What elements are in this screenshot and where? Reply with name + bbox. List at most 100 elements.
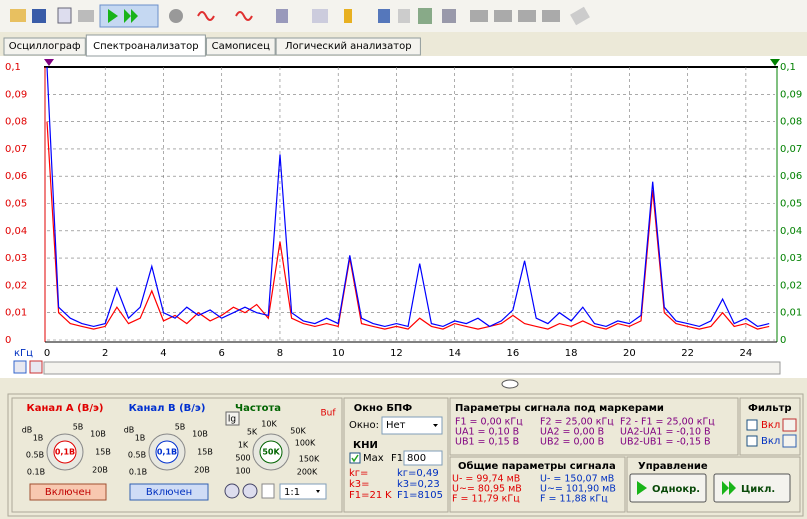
dial-face <box>53 440 77 464</box>
play-icon[interactable] <box>108 9 118 23</box>
channel-b-button[interactable] <box>129 483 209 501</box>
zoom-combo[interactable] <box>279 483 327 500</box>
stop-icon[interactable] <box>169 9 183 23</box>
marker-f1[interactable] <box>44 59 54 66</box>
y-tick-label: 0,06 <box>5 171 27 182</box>
channel-a-button[interactable] <box>29 483 107 501</box>
marker-param: UB1 = 0,15 В <box>455 437 519 448</box>
open-icon[interactable] <box>10 9 26 22</box>
cycle-button[interactable] <box>713 473 791 503</box>
marker-param: UA2-UA1 = -0,10 В <box>620 427 711 438</box>
dial-label: 0.1В <box>27 468 45 477</box>
bus-icon[interactable] <box>470 10 488 22</box>
filter-title: Фильтр <box>748 403 792 414</box>
thd-k: K <box>385 490 392 501</box>
lg-label: lg <box>228 415 236 425</box>
dial-label: 1В <box>135 434 146 443</box>
filter-b-checkbox[interactable] <box>746 435 758 447</box>
window-label: Окно: <box>349 420 379 431</box>
tab-label: Логический анализатор <box>285 41 412 52</box>
save-icon[interactable] <box>32 9 46 23</box>
dial-label: 10K <box>261 420 277 429</box>
dial-label: 10В <box>90 430 106 439</box>
dial-label: 1K <box>238 441 249 450</box>
general-param: U~= 101,90 мВ <box>540 484 616 495</box>
control-frame <box>626 456 801 513</box>
zoom-out[interactable] <box>242 483 258 499</box>
window-combo[interactable] <box>381 416 443 435</box>
y-tick-label: 0,09 <box>5 89 27 100</box>
filter-b-label: Вкл <box>761 436 780 447</box>
marker-icon[interactable] <box>344 9 352 23</box>
channel-a-title: Канал A (В/э) <box>27 403 104 414</box>
f1-value: 800 <box>407 453 426 464</box>
zoom-button[interactable] <box>13 360 27 374</box>
signal-icon[interactable] <box>197 11 215 21</box>
tab[interactable] <box>85 34 206 57</box>
y2-tick-label: 0,02 <box>780 280 802 291</box>
i2c-icon[interactable] <box>518 10 536 22</box>
calc-icon[interactable] <box>418 8 432 24</box>
copy-icon[interactable] <box>398 9 410 23</box>
fft-frame <box>343 397 449 513</box>
filter-b-settings[interactable] <box>782 434 797 448</box>
dial-face <box>259 440 283 464</box>
cycle-icon <box>722 481 736 495</box>
window-value: Нет <box>386 420 406 431</box>
dial-label: 500 <box>235 454 250 463</box>
thd-value: kг= <box>349 468 368 479</box>
marker-f2[interactable] <box>770 59 780 66</box>
zoom-button[interactable] <box>29 360 43 374</box>
zoom-page[interactable] <box>261 483 275 499</box>
x-tick-label: 2 <box>102 348 108 359</box>
y-tick-label: 0,08 <box>5 117 27 128</box>
x-tick-label: 4 <box>160 348 166 359</box>
y-tick-label: 0,07 <box>5 144 27 155</box>
chart-area <box>0 56 807 378</box>
filter-a-checkbox[interactable] <box>746 419 758 431</box>
table-icon[interactable] <box>276 9 288 23</box>
marker-param: UB2-UB1 = -0,15 В <box>620 437 711 448</box>
once-label: Однокр. <box>652 484 700 495</box>
settings-icon[interactable] <box>442 9 456 23</box>
math-icon[interactable] <box>312 9 328 23</box>
signal-icon[interactable] <box>235 11 253 21</box>
y2-tick-label: 0,08 <box>780 117 802 128</box>
series-line <box>46 66 770 328</box>
undo-icon[interactable] <box>378 9 390 23</box>
zoom-in[interactable] <box>224 483 240 499</box>
preview-icon[interactable] <box>57 7 72 24</box>
once-button[interactable] <box>629 473 707 503</box>
uart-icon[interactable] <box>542 10 560 22</box>
y2-tick-label: 0,1 <box>780 62 796 73</box>
tab[interactable] <box>275 37 421 56</box>
marker-param: F2 = 25,00 кГц <box>540 417 614 428</box>
general-frame <box>449 456 626 513</box>
general-title: Общие параметры сигнала <box>458 460 616 472</box>
probe-icon[interactable] <box>570 6 590 26</box>
general-param: U~= 80,95 мВ <box>452 484 522 495</box>
print-icon[interactable] <box>78 10 94 22</box>
x-tick-label: 12 <box>390 348 403 359</box>
x-axis-label: кГц <box>14 348 33 359</box>
y-tick-label: 0,04 <box>5 226 27 237</box>
filter-a-settings[interactable] <box>782 418 797 432</box>
dial-label: 100 <box>235 467 250 476</box>
lg-button[interactable] <box>225 411 240 426</box>
y2-tick-label: 0,04 <box>780 226 802 237</box>
markers-frame <box>449 397 739 456</box>
tab[interactable] <box>3 37 86 56</box>
cycle-label: Цикл. <box>741 484 775 495</box>
x-tick-label: 6 <box>219 348 225 359</box>
y2-tick-label: 0,05 <box>780 199 802 210</box>
f1-label: F1 <box>391 453 403 464</box>
max-checkbox[interactable] <box>349 452 361 464</box>
tab[interactable] <box>205 37 276 56</box>
f1-input[interactable] <box>403 450 443 466</box>
scrollbar[interactable] <box>43 361 781 375</box>
splitter-button[interactable] <box>501 379 519 389</box>
x-tick-label: 16 <box>507 348 520 359</box>
spi-icon[interactable] <box>494 10 512 22</box>
marker-param: UB2 = 0,00 В <box>540 437 604 448</box>
cycle-icon[interactable] <box>124 9 138 23</box>
